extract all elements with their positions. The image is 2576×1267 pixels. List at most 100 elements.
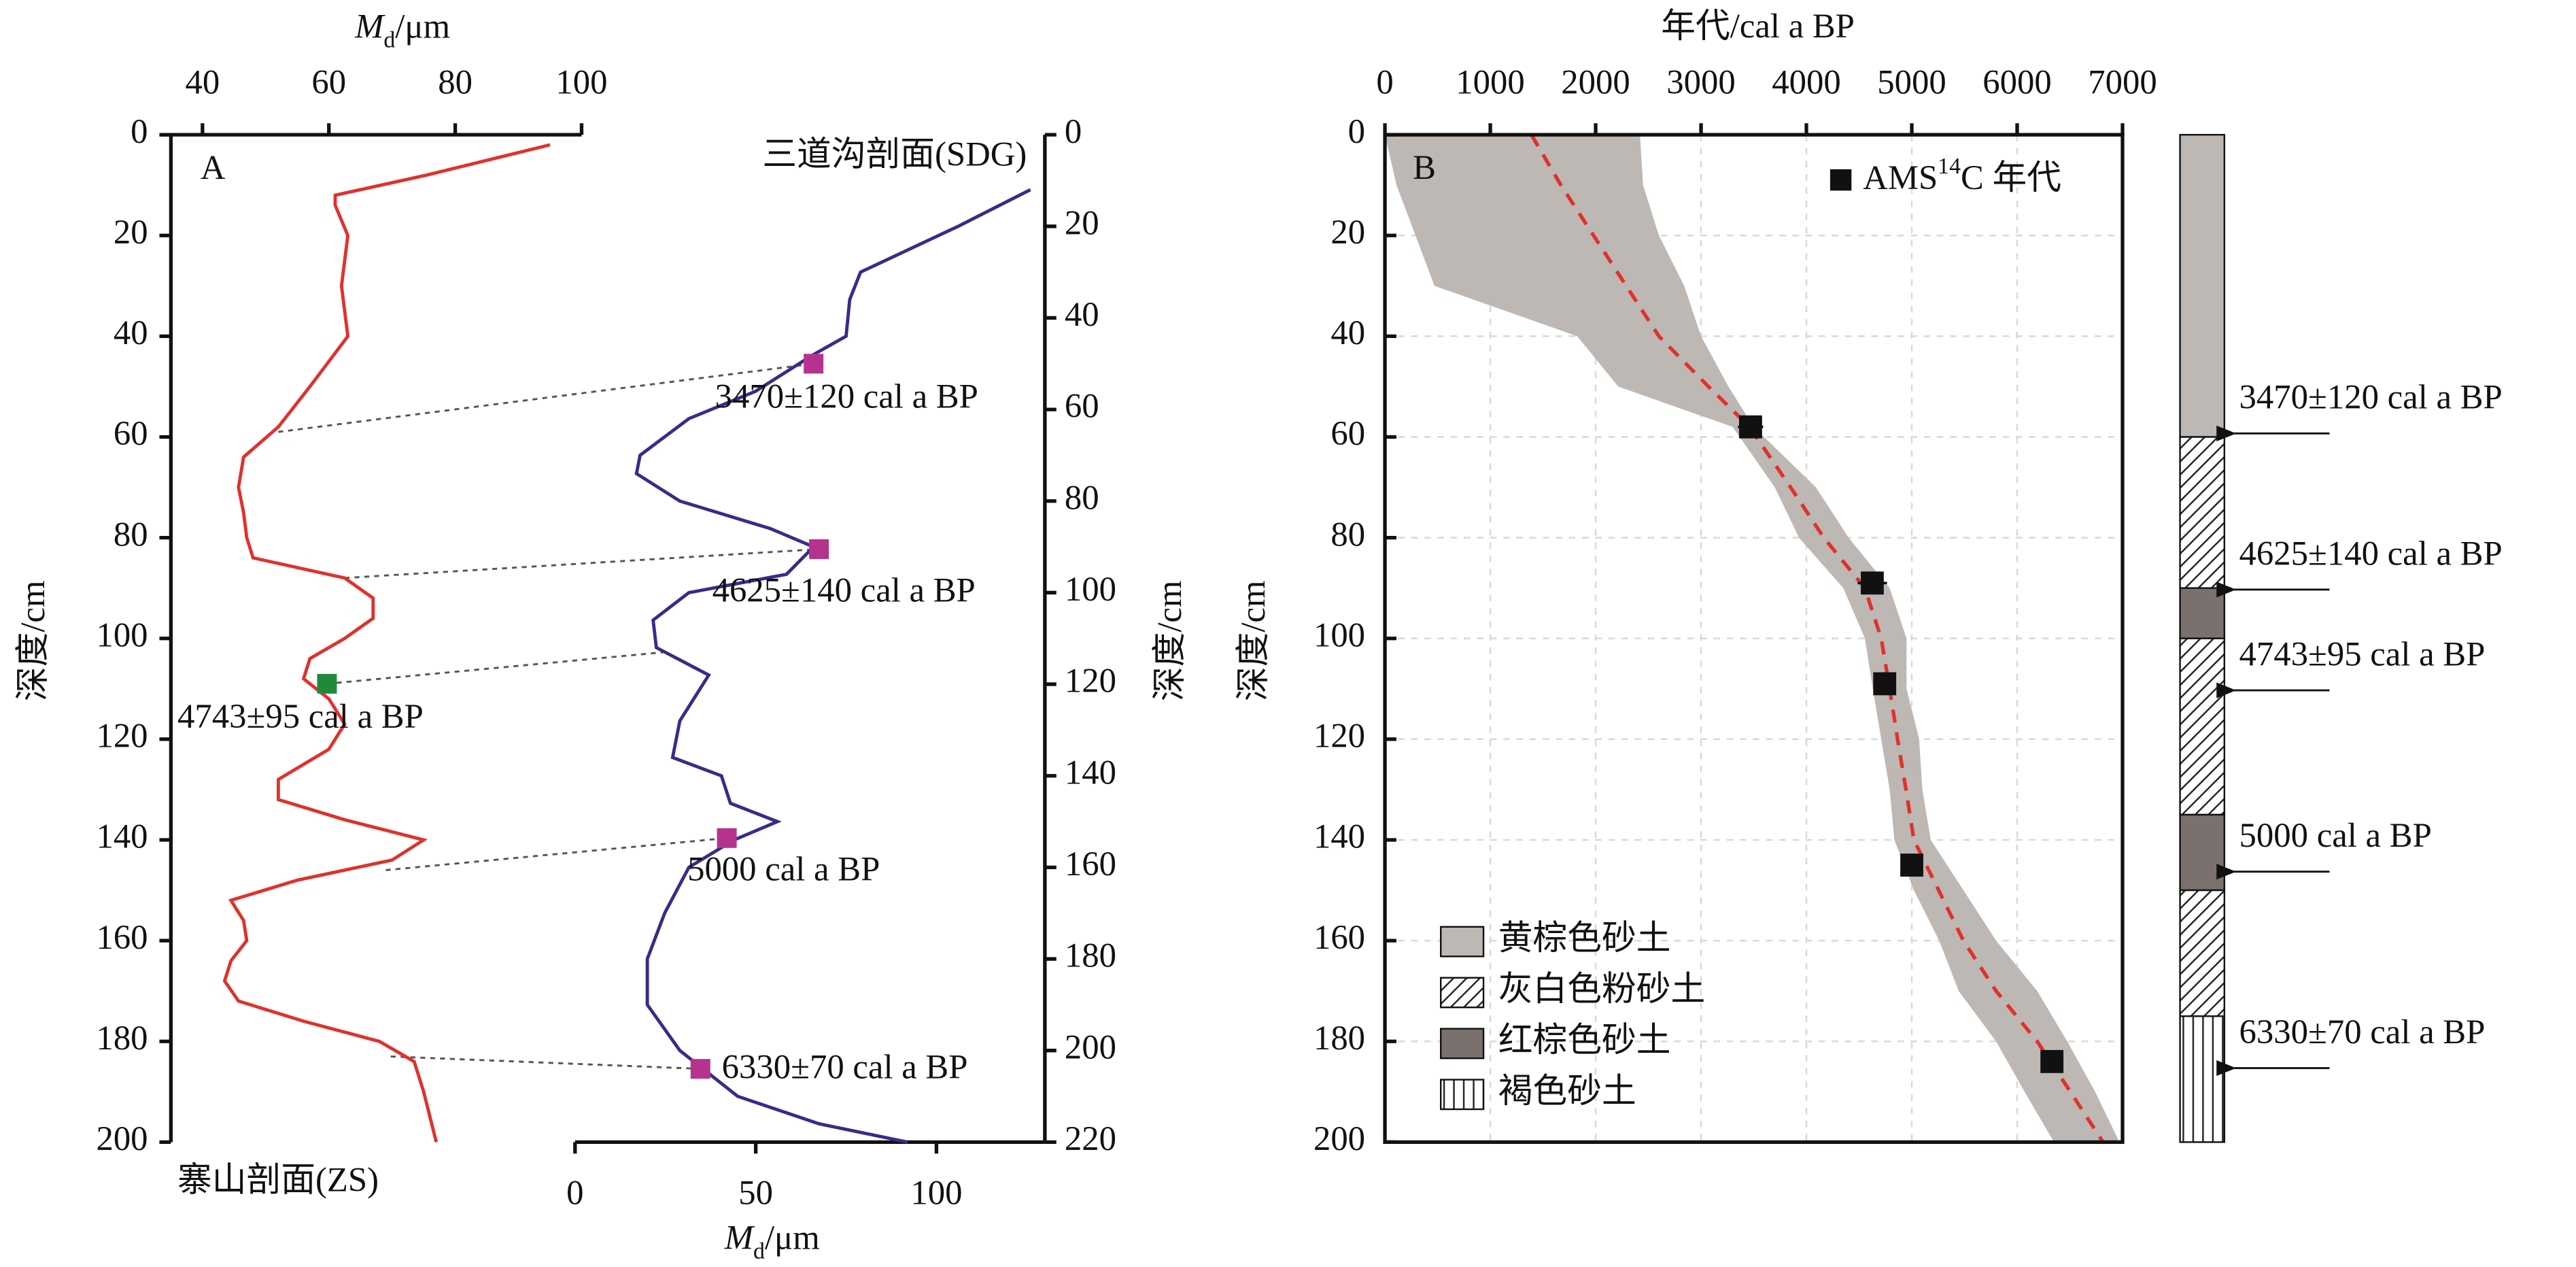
date-marker xyxy=(2040,1049,2064,1073)
sample-marker xyxy=(804,354,824,374)
x-tick-label: 1000 xyxy=(1456,63,1524,101)
y-tick-label: 140 xyxy=(96,817,148,856)
x-tick-label: 100 xyxy=(910,1174,962,1212)
legend-swatch xyxy=(1440,977,1485,1009)
x-tick-label: 0 xyxy=(1376,63,1393,101)
legend-swatch xyxy=(1440,926,1485,958)
x-tick-label: 4000 xyxy=(1772,63,1840,101)
x-tick-label: 3000 xyxy=(1666,63,1735,101)
y-tick-label: 180 xyxy=(96,1019,148,1057)
legend-label-part: 14 xyxy=(1938,154,1961,179)
stratum xyxy=(2179,813,2226,892)
legend-label: AMS14C 年代 xyxy=(1863,154,2061,196)
y-tick-label: 60 xyxy=(1330,414,1365,452)
y-axis-label: 深度/cm xyxy=(1234,581,1272,702)
legend-marker xyxy=(1830,169,1852,191)
axis-label-part: d xyxy=(753,1239,765,1264)
y-tick-label: 200 xyxy=(1313,1119,1365,1158)
panel-label: B xyxy=(1413,148,1436,186)
y2-tick-label: 40 xyxy=(1065,295,1099,333)
legend-label: 褐色砂土 xyxy=(1498,1072,1636,1110)
sample-marker xyxy=(690,1059,710,1079)
y-tick-label: 0 xyxy=(131,112,148,150)
connector xyxy=(278,362,814,433)
y-tick-label: 140 xyxy=(1313,817,1365,856)
y2-tick-label: 160 xyxy=(1065,845,1116,883)
x-tick-label: 5000 xyxy=(1877,63,1946,101)
stratum xyxy=(2179,889,2226,1017)
connector xyxy=(390,1055,701,1070)
legend-label-part: AMS xyxy=(1863,158,1938,196)
date-label: 3470±120 cal a BP xyxy=(2239,378,2503,416)
y-tick-label: 80 xyxy=(114,515,148,553)
y2-tick-label: 140 xyxy=(1065,753,1116,791)
legend-label-part: C 年代 xyxy=(1961,158,2061,196)
stratum xyxy=(2179,1015,2226,1143)
y-tick-label: 80 xyxy=(1330,515,1365,553)
x-tick-label: 7000 xyxy=(2088,63,2157,101)
x-tick-label: 50 xyxy=(738,1174,773,1212)
date-label: 6330±70 cal a BP xyxy=(2239,1013,2486,1051)
sample-label: 5000 cal a BP xyxy=(687,850,880,888)
y2-tick-label: 180 xyxy=(1065,936,1116,975)
stratum xyxy=(2179,133,2226,438)
x2-tick-label: 80 xyxy=(438,63,473,101)
x-tick-label: 2000 xyxy=(1561,63,1630,101)
y-tick-label: 160 xyxy=(1313,918,1365,956)
date-label: 4625±140 cal a BP xyxy=(2239,534,2503,572)
date-marker xyxy=(1738,415,1762,439)
x2-tick-label: 40 xyxy=(185,63,220,101)
date-marker xyxy=(1900,854,1923,877)
date-label: 5000 cal a BP xyxy=(2239,816,2432,854)
y-axis-label: 深度/cm xyxy=(14,581,52,702)
y-tick-label: 120 xyxy=(1313,717,1365,755)
y-tick-label: 20 xyxy=(1330,213,1365,251)
panel-label: A xyxy=(201,148,226,186)
legend-label: 黄棕色砂土 xyxy=(1498,919,1671,957)
y-tick-label: 120 xyxy=(96,717,148,755)
axis-label-part: M xyxy=(724,1218,755,1256)
x2-tick-label: 100 xyxy=(555,63,607,101)
frame xyxy=(1383,133,2125,1145)
y-tick-label: 0 xyxy=(1348,112,1365,150)
x-tick-label: 6000 xyxy=(1982,63,2051,101)
series-name: 三道沟剖面(SDG) xyxy=(762,135,1027,173)
y-tick-label: 100 xyxy=(96,615,148,654)
sample-label: 4743±95 cal a BP xyxy=(177,697,424,735)
y-tick-label: 200 xyxy=(96,1119,148,1158)
y2-tick-label: 100 xyxy=(1065,570,1116,608)
axis-label: Md/μm xyxy=(724,1218,820,1264)
sample-label: 6330±70 cal a BP xyxy=(722,1048,968,1086)
axis-label-part: /μm xyxy=(765,1218,820,1256)
connector xyxy=(385,837,727,871)
x-tick-label: 0 xyxy=(566,1174,583,1212)
y-tick-label: 60 xyxy=(114,414,148,452)
y2-tick-label: 60 xyxy=(1065,387,1099,425)
sample-marker xyxy=(717,828,737,848)
legend-swatch xyxy=(1440,1028,1485,1060)
y2-axis-label: 深度/cm xyxy=(1150,581,1188,702)
axis-label-part: /μm xyxy=(395,7,450,45)
legend-swatch xyxy=(1440,1079,1485,1111)
y-tick-label: 100 xyxy=(1313,615,1365,654)
y2-tick-label: 80 xyxy=(1065,478,1099,516)
sample-label: 3470±120 cal a BP xyxy=(715,377,978,416)
y-tick-label: 160 xyxy=(96,918,148,956)
y2-tick-label: 220 xyxy=(1065,1119,1116,1158)
sample-label: 4625±140 cal a BP xyxy=(712,571,976,609)
profile-line xyxy=(222,143,551,1143)
axis-label-part: d xyxy=(383,28,395,53)
series-name: 寨山剖面(ZS) xyxy=(177,1160,379,1198)
y2-tick-label: 20 xyxy=(1065,203,1099,241)
sample-marker xyxy=(809,539,829,559)
sample-marker xyxy=(317,673,337,694)
profile-line xyxy=(634,188,1031,1144)
connector xyxy=(344,548,819,579)
legend-label: 灰白色粉砂土 xyxy=(1498,970,1705,1008)
y-tick-label: 40 xyxy=(1330,314,1365,352)
stratum xyxy=(2179,436,2226,589)
date-label: 4743±95 cal a BP xyxy=(2239,635,2486,673)
y2-tick-label: 120 xyxy=(1065,662,1116,700)
connector xyxy=(326,651,665,685)
